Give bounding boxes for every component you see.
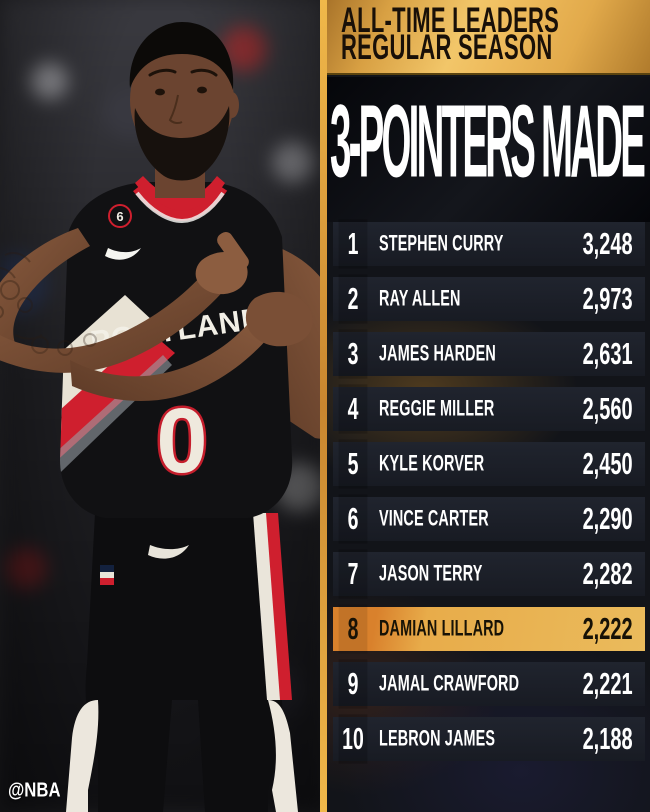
svg-text:6: 6: [116, 209, 123, 224]
svg-text:0: 0: [156, 390, 207, 492]
